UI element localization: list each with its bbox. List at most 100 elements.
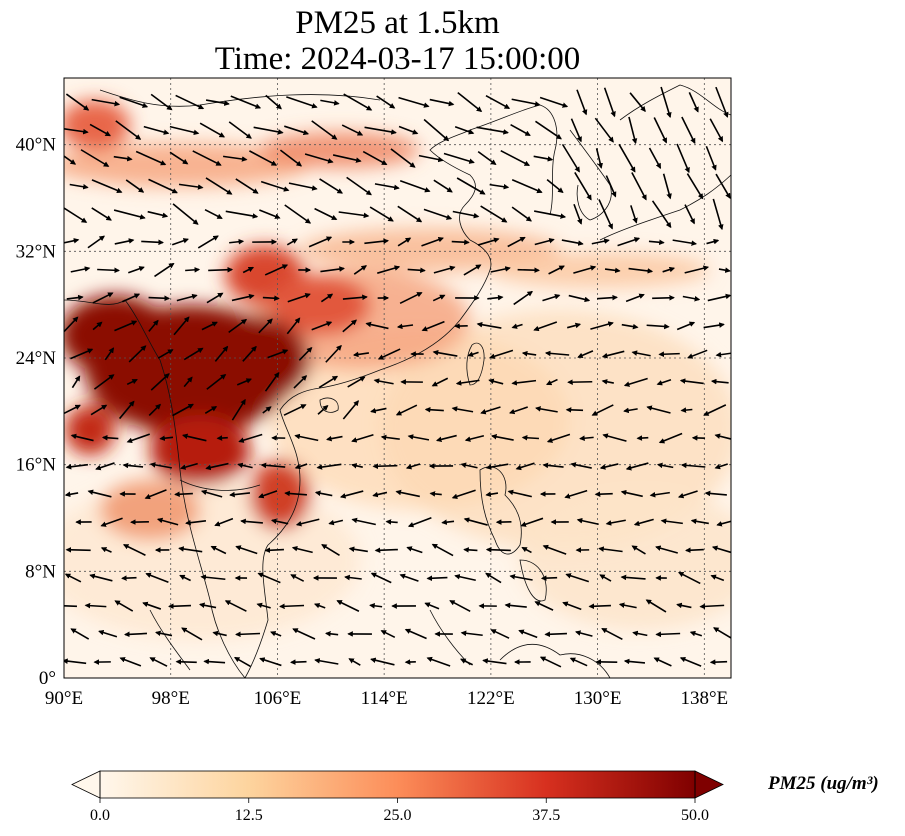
wind-arrow (325, 344, 342, 363)
wind-arrow (377, 348, 401, 360)
wind-arrow (520, 517, 544, 527)
wind-arrow (623, 377, 648, 387)
wind-arrow (397, 205, 423, 223)
wind-arrow (574, 172, 592, 201)
wind-arrow (180, 462, 198, 470)
wind-arrow (655, 545, 678, 554)
wind-arrow (490, 266, 511, 273)
wind-arrow (621, 323, 639, 330)
wind-arrow (183, 347, 204, 361)
wind-arrow (154, 262, 175, 278)
wind-arrow (441, 519, 455, 525)
wind-arrow (200, 574, 226, 581)
wind-arrow (385, 519, 398, 525)
wind-arrow (264, 264, 289, 276)
wind-arrow (92, 292, 114, 304)
wind-arrow (70, 348, 94, 360)
wind-arrow (142, 601, 162, 610)
wind-arrow (253, 126, 284, 135)
wind-arrow (655, 631, 681, 638)
wind-arrow (395, 489, 420, 498)
wind-arrow (234, 656, 251, 668)
wind-arrow (135, 150, 167, 166)
wind-arrow (485, 463, 509, 470)
wind-arrow (521, 434, 539, 441)
wind-arrow (70, 433, 94, 442)
wind-arrow (515, 462, 535, 471)
wind-arrow (449, 600, 471, 612)
wind-arrow (658, 432, 683, 444)
wind-arrow (463, 264, 482, 276)
wind-arrow (236, 378, 252, 386)
wind-arrow (206, 292, 224, 304)
wind-arrow (286, 96, 318, 109)
wind-arrow (579, 435, 594, 441)
wind-arrow (87, 235, 106, 249)
wind-arrow (456, 177, 486, 195)
wind-arrow (689, 630, 703, 637)
wind-arrow (126, 433, 151, 444)
wind-arrow (249, 150, 278, 166)
wind-arrow (476, 321, 502, 329)
wind-arrow (314, 658, 339, 665)
wind-arrow (677, 490, 698, 499)
wind-arrow (407, 267, 426, 274)
wind-arrow (373, 378, 394, 385)
wind-arrow (237, 462, 253, 469)
wind-arrow (242, 266, 255, 274)
wind-arrow (113, 209, 146, 220)
wind-arrow (238, 433, 263, 443)
wind-arrow (488, 378, 504, 385)
colorbar-tick-label: 50.0 (681, 807, 709, 824)
wind-arrow (451, 489, 476, 500)
colorbar-extend-min (71, 770, 101, 799)
wind-arrow (485, 546, 511, 553)
wind-arrow (316, 463, 342, 470)
colorbar-tick-label: 0.0 (90, 807, 110, 824)
wind-arrow (646, 405, 671, 414)
wind-arrow (631, 172, 647, 201)
wind-arrow (365, 321, 389, 330)
wind-arrow (203, 658, 226, 665)
wind-arrow (646, 323, 670, 330)
wind-arrow (369, 206, 394, 222)
wind-arrow (370, 657, 395, 666)
wind-arrow (623, 658, 646, 665)
wind-arrow (265, 94, 282, 110)
wind-arrow (64, 237, 80, 244)
wind-arrow (169, 125, 200, 136)
lon-tick-label: 90°E (45, 688, 83, 709)
colorbar: 0.0 12.5 25.0 37.5 50.0 (71, 770, 724, 824)
wind-arrow (542, 462, 564, 469)
lon-tick-label: 122°E (467, 688, 515, 709)
wind-arrow (204, 405, 218, 415)
wind-arrow (653, 657, 672, 667)
wind-arrow (625, 293, 645, 303)
wind-arrow (294, 463, 308, 470)
wind-arrow (257, 572, 281, 584)
wind-arrow (682, 295, 701, 302)
wind-arrow (463, 547, 478, 553)
wind-arrow (156, 517, 179, 526)
wind-arrow (576, 89, 588, 116)
wind-arrow (289, 659, 307, 665)
wind-arrow (369, 603, 383, 609)
wind-arrow (485, 491, 499, 497)
wind-arrow (304, 153, 334, 164)
wind-arrow (114, 238, 135, 245)
wind-arrow (703, 404, 727, 416)
wind-arrow (288, 182, 318, 191)
wind-arrow (380, 629, 396, 639)
wind-arrow (648, 239, 665, 246)
wind-arrow (256, 602, 271, 609)
wind-arrow (707, 293, 731, 302)
wind-arrow (65, 463, 89, 470)
wind-arrow (534, 601, 554, 611)
wind-arrow (332, 154, 362, 163)
wind-arrow (159, 435, 174, 441)
lon-tick-label: 138°E (680, 688, 728, 709)
wind-arrow (570, 462, 592, 469)
wind-arrow (341, 124, 364, 136)
wind-arrow (65, 547, 91, 553)
wind-arrow (344, 574, 362, 581)
